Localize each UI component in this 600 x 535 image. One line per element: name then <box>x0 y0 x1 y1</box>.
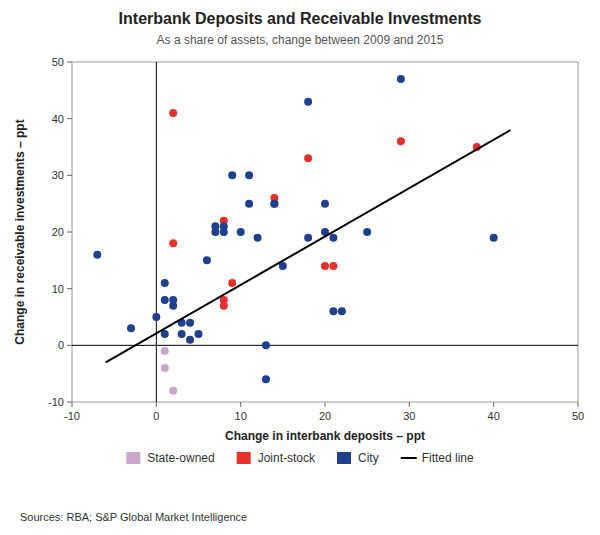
plot-area <box>72 62 578 402</box>
y-tick <box>67 288 72 289</box>
y-tick <box>67 175 72 176</box>
point <box>161 364 169 372</box>
point <box>186 336 194 344</box>
y-tick-label: 50 <box>52 56 64 68</box>
y-tick <box>67 232 72 233</box>
point <box>329 307 337 315</box>
y-tick <box>67 62 72 63</box>
point <box>262 341 270 349</box>
x-tick <box>493 402 494 407</box>
x-tick <box>409 402 410 407</box>
point <box>304 98 312 106</box>
point <box>363 228 371 236</box>
x-tick-label: 30 <box>403 410 415 422</box>
series-points <box>169 109 481 310</box>
point <box>270 200 278 208</box>
legend-label: City <box>358 451 379 465</box>
reference-line <box>156 62 157 402</box>
point <box>161 347 169 355</box>
point <box>93 251 101 259</box>
legend-swatch <box>237 452 251 464</box>
series-points <box>93 75 497 383</box>
point <box>397 137 405 145</box>
point <box>127 324 135 332</box>
x-tick <box>578 402 579 407</box>
x-tick-label: -10 <box>64 410 80 422</box>
source: Sources: RBA; S&P Global Market Intellig… <box>20 511 247 523</box>
point <box>245 171 253 179</box>
y-tick <box>67 118 72 119</box>
point <box>169 239 177 247</box>
y-tick-label: 10 <box>52 283 64 295</box>
point <box>169 387 177 395</box>
legend-item: City <box>337 451 379 465</box>
legend-swatch <box>126 452 140 464</box>
x-tick-label: 10 <box>235 410 247 422</box>
y-axis-label: Change in receivable investments – ppt <box>13 119 27 344</box>
point <box>304 234 312 242</box>
legend-item: Joint-stock <box>237 451 316 465</box>
y-tick <box>67 402 72 403</box>
point <box>169 296 177 304</box>
point <box>195 330 203 338</box>
legend-label: Joint-stock <box>258 451 316 465</box>
x-tick-label: 0 <box>153 410 159 422</box>
x-tick-label: 50 <box>572 410 584 422</box>
point <box>321 200 329 208</box>
fitted-line <box>106 130 511 362</box>
plot-frame <box>72 62 578 402</box>
point <box>338 307 346 315</box>
point <box>270 200 278 208</box>
y-tick-label: 30 <box>52 169 64 181</box>
point <box>152 313 160 321</box>
legend-swatch <box>401 457 417 459</box>
series-points <box>161 347 177 395</box>
x-tick-label: 40 <box>488 410 500 422</box>
point <box>178 330 186 338</box>
point <box>262 375 270 383</box>
point <box>220 222 228 230</box>
reference-line <box>72 345 578 346</box>
point <box>321 262 329 270</box>
point <box>329 262 337 270</box>
y-tick-label: 0 <box>58 339 64 351</box>
chart: Interbank Deposits and Receivable Invest… <box>0 0 600 535</box>
legend-label: Fitted line <box>422 451 474 465</box>
point <box>228 279 236 287</box>
subtitle: As a share of assets, change between 200… <box>157 33 444 47</box>
point <box>237 228 245 236</box>
x-tick <box>325 402 326 407</box>
legend-item: Fitted line <box>401 451 474 465</box>
point <box>228 171 236 179</box>
point <box>254 234 262 242</box>
point <box>304 154 312 162</box>
point <box>169 109 177 117</box>
x-tick <box>72 402 73 407</box>
point <box>329 234 337 242</box>
point <box>161 296 169 304</box>
y-tick-label: 40 <box>52 113 64 125</box>
legend-swatch <box>337 452 351 464</box>
point <box>186 319 194 327</box>
x-tick <box>156 402 157 407</box>
point <box>211 228 219 236</box>
point <box>245 200 253 208</box>
point <box>490 234 498 242</box>
x-tick <box>240 402 241 407</box>
y-tick-label: 20 <box>52 226 64 238</box>
title: Interbank Deposits and Receivable Invest… <box>119 10 482 27</box>
y-tick-label: -10 <box>48 396 64 408</box>
point <box>220 302 228 310</box>
legend: State-owned Joint-stock City Fitted line <box>126 451 474 465</box>
y-tick <box>67 345 72 346</box>
point <box>161 279 169 287</box>
legend-item: State-owned <box>126 451 214 465</box>
x-axis-label: Change in interbank deposits – ppt <box>225 429 425 443</box>
x-tick-label: 20 <box>319 410 331 422</box>
legend-label: State-owned <box>147 451 214 465</box>
point <box>397 75 405 83</box>
point <box>203 256 211 264</box>
